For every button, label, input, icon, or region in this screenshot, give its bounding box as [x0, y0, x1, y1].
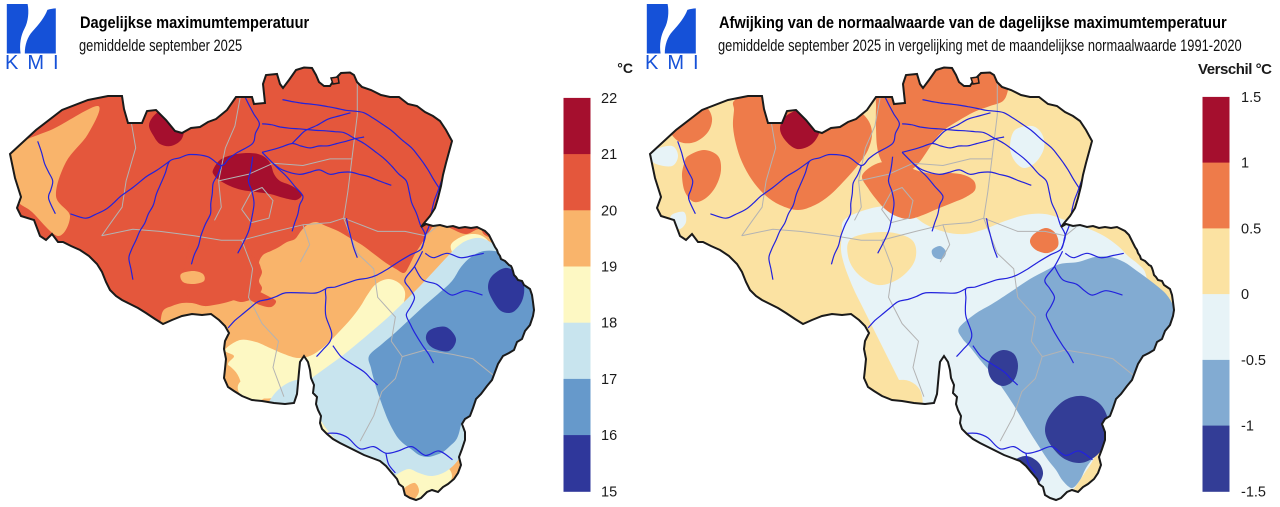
svg-text:15: 15	[601, 484, 617, 500]
svg-text:0.5: 0.5	[1241, 221, 1261, 237]
svg-text:1: 1	[1241, 156, 1249, 172]
svg-text:22: 22	[601, 91, 617, 107]
svg-text:16: 16	[601, 428, 617, 444]
svg-text:18: 18	[601, 316, 617, 332]
svg-text:1.5: 1.5	[1241, 90, 1261, 106]
svg-text:20: 20	[601, 203, 617, 219]
svg-text:-1.5: -1.5	[1241, 484, 1266, 500]
svg-text:21: 21	[601, 147, 617, 163]
svg-text:°C: °C	[617, 60, 633, 76]
svg-text:19: 19	[601, 260, 617, 276]
svg-text:-1: -1	[1241, 419, 1254, 435]
svg-text:17: 17	[601, 372, 617, 388]
svg-text:Verschil °C: Verschil °C	[1198, 61, 1272, 78]
svg-text:-0.5: -0.5	[1241, 353, 1266, 369]
svg-text:0: 0	[1241, 287, 1249, 303]
